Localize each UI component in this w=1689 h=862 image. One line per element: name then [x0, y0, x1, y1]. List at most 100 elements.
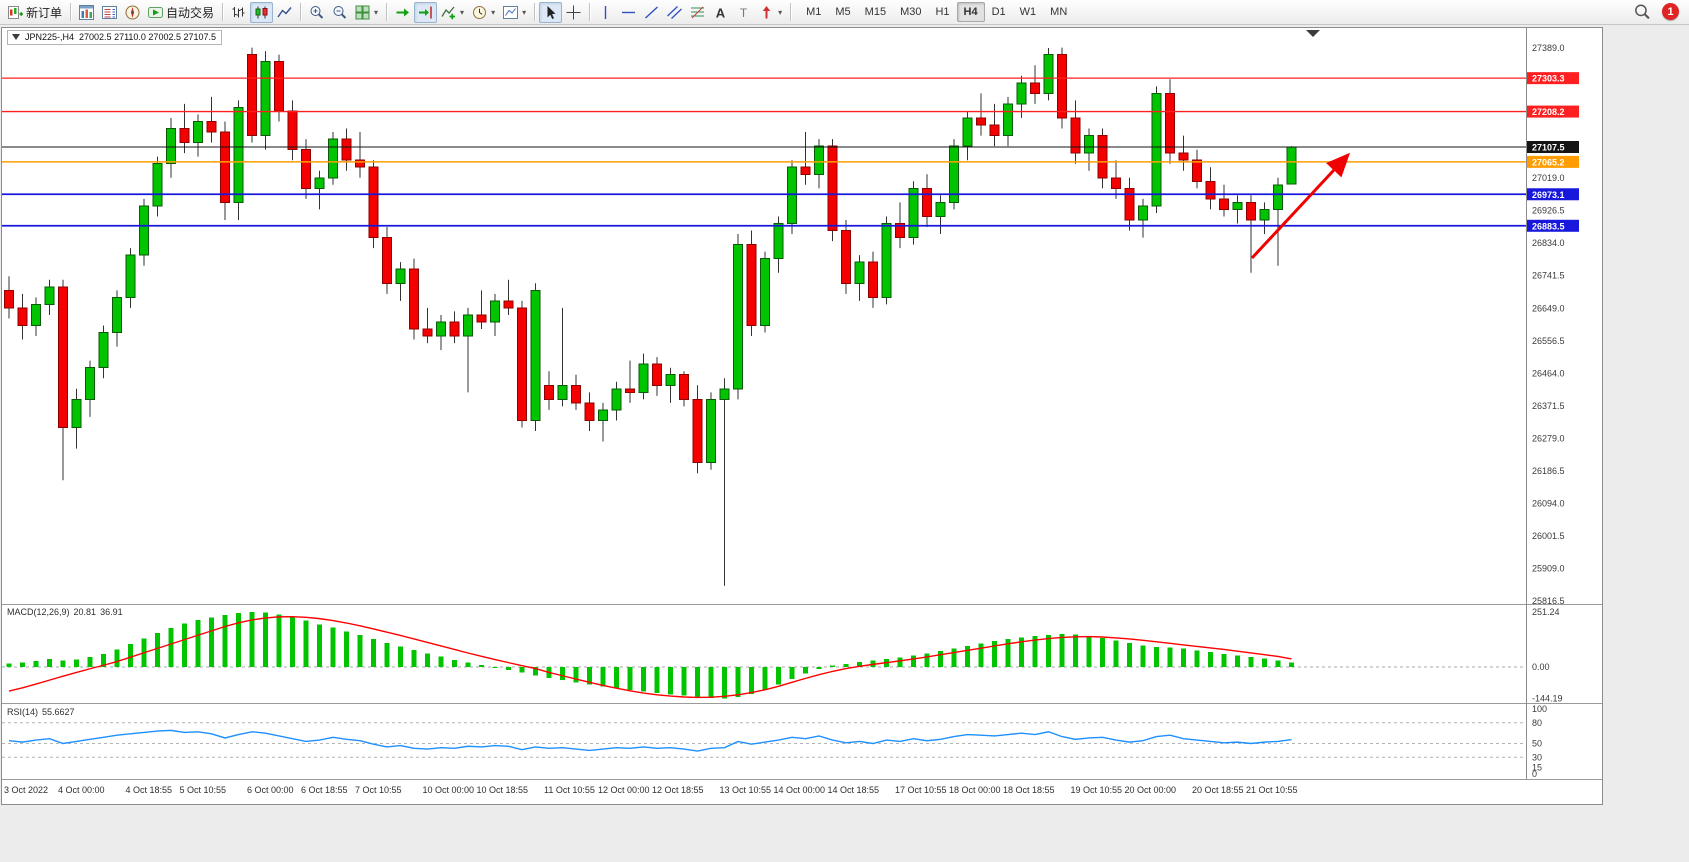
svg-text:17 Oct 10:55: 17 Oct 10:55: [895, 785, 947, 795]
candle-chart-mode-button[interactable]: [250, 1, 274, 23]
svg-text:4 Oct 18:55: 4 Oct 18:55: [126, 785, 173, 795]
fibonacci-button[interactable]: [686, 2, 709, 23]
svg-text:25816.5: 25816.5: [1532, 596, 1565, 606]
svg-text:0: 0: [1532, 769, 1537, 779]
svg-text:26556.5: 26556.5: [1532, 336, 1565, 346]
toolbar-separator: [386, 3, 388, 21]
navigator-button[interactable]: [121, 2, 144, 23]
vertical-line-button[interactable]: [594, 2, 617, 23]
tile-windows-button[interactable]: ▾: [351, 2, 382, 23]
main-toolbar: 新订单 自动交易 ▾ ▾ ▾ ▾ A T ▾ M1 M5 M15 M30 H1 H4 D1 W1 MN 1: [0, 0, 1689, 25]
tile-windows-icon: [355, 5, 370, 20]
svg-text:27303.3: 27303.3: [1532, 74, 1565, 84]
zoom-in-button[interactable]: [305, 2, 328, 23]
auto-scroll-button[interactable]: [391, 2, 414, 23]
zoom-in-icon: [309, 5, 324, 20]
timeframe-m5-button[interactable]: M5: [835, 6, 851, 18]
indicators-button[interactable]: ▾: [437, 2, 468, 23]
svg-text:4 Oct 00:00: 4 Oct 00:00: [58, 785, 105, 795]
templates-icon: [503, 5, 519, 20]
svg-text:26094.0: 26094.0: [1532, 498, 1565, 508]
toolbar-separator: [589, 3, 591, 21]
svg-text:10 Oct 00:00: 10 Oct 00:00: [423, 785, 475, 795]
svg-text:A: A: [716, 5, 726, 20]
timeframe-group: M1 M5 M15 M30 H1 H4 D1 W1 MN: [799, 2, 1074, 22]
timeframe-w1-button[interactable]: W1: [1019, 6, 1037, 18]
indicators-icon: [441, 5, 456, 20]
auto-trading-button[interactable]: 自动交易: [144, 2, 218, 23]
timeframe-m1-button[interactable]: M1: [806, 6, 822, 18]
svg-text:0.00: 0.00: [1532, 662, 1550, 672]
svg-text:6 Oct 18:55: 6 Oct 18:55: [301, 785, 348, 795]
svg-text:26279.0: 26279.0: [1532, 433, 1565, 443]
svg-text:T: T: [740, 6, 748, 20]
notification-badge[interactable]: 1: [1662, 3, 1679, 20]
charts-button[interactable]: [75, 2, 98, 23]
periods-dropdown-icon[interactable]: ▾: [491, 7, 496, 17]
timeframe-m30-button[interactable]: M30: [900, 6, 922, 18]
trend-arrow-annotation[interactable]: [1250, 152, 1351, 260]
auto-scroll-icon: [395, 5, 410, 20]
svg-text:14 Oct 00:00: 14 Oct 00:00: [774, 785, 826, 795]
line-chart-mode-button[interactable]: [273, 2, 296, 23]
macd-histogram: [6, 612, 1294, 699]
macd-main-value: 20.81: [73, 607, 97, 617]
cursor-button[interactable]: [539, 1, 563, 23]
chart-shift-button[interactable]: [414, 1, 438, 23]
templates-button[interactable]: ▾: [499, 2, 530, 23]
bar-chart-mode-button[interactable]: [227, 2, 250, 23]
periods-icon: [472, 5, 487, 20]
rsi-indicator-label: RSI(14) 55.6627: [7, 707, 75, 717]
svg-text:26464.0: 26464.0: [1532, 368, 1565, 378]
templates-dropdown-icon[interactable]: ▾: [522, 7, 527, 17]
horizontal-line-button[interactable]: [617, 2, 640, 23]
timeframe-mn-button[interactable]: MN: [1050, 6, 1068, 18]
svg-text:11 Oct 10:55: 11 Oct 10:55: [544, 785, 595, 795]
periods-button[interactable]: ▾: [468, 2, 499, 23]
toolbar-separator: [300, 3, 302, 21]
navigator-icon: [125, 5, 140, 20]
rsi-line: [8, 729, 1292, 752]
search-icon[interactable]: [1634, 4, 1650, 20]
line-icon: [277, 5, 292, 20]
svg-text:15: 15: [1532, 763, 1542, 773]
fibonacci-icon: [690, 5, 705, 20]
svg-text:-144.19: -144.19: [1532, 694, 1563, 704]
crosshair-button[interactable]: [562, 2, 585, 23]
indicators-dropdown-icon[interactable]: ▾: [460, 7, 465, 17]
timeframe-h4-button[interactable]: H4: [956, 2, 985, 22]
svg-text:3 Oct 2022: 3 Oct 2022: [4, 785, 48, 795]
svg-text:12 Oct 00:00: 12 Oct 00:00: [598, 785, 650, 795]
svg-text:26649.0: 26649.0: [1532, 303, 1565, 313]
price-lines[interactable]: 27303.3 27208.2 27107.5 27065.2 26973.1 26883…: [2, 72, 1579, 232]
one-click-trading-toggle-icon[interactable]: [12, 34, 20, 40]
timeframe-h1-button[interactable]: H1: [935, 6, 950, 18]
arrows-button[interactable]: ▾: [755, 2, 786, 23]
macd-signal-line: [8, 615, 1292, 699]
text-button[interactable]: A: [709, 2, 732, 23]
timeframe-m15-button[interactable]: M15: [864, 6, 887, 18]
timeframe-d1-button[interactable]: D1: [991, 6, 1006, 18]
market-watch-button[interactable]: [98, 2, 121, 23]
zoom-out-icon: [332, 5, 347, 20]
new-order-button[interactable]: 新订单: [4, 2, 66, 23]
svg-text:27389.0: 27389.0: [1532, 43, 1565, 53]
arrows-dropdown-icon[interactable]: ▾: [778, 7, 783, 17]
svg-text:26001.5: 26001.5: [1532, 531, 1565, 541]
auto-trading-label: 自动交易: [166, 5, 215, 20]
chart-shift-marker[interactable]: [1306, 30, 1320, 37]
chart-title: JPN225-,H4 27002.5 27110.0 27002.5 27107…: [7, 30, 222, 45]
chart-shift-icon: [418, 5, 433, 20]
tile-windows-dropdown-icon[interactable]: ▾: [374, 7, 379, 17]
zoom-out-button[interactable]: [328, 2, 351, 23]
svg-text:26973.1: 26973.1: [1532, 190, 1565, 200]
arrows-icon: [759, 5, 774, 20]
equidistant-channel-button[interactable]: [663, 2, 686, 23]
text-label-button[interactable]: T: [732, 2, 755, 23]
svg-text:26883.5: 26883.5: [1532, 221, 1565, 231]
svg-text:27208.2: 27208.2: [1532, 107, 1565, 117]
toolbar-separator: [70, 3, 72, 21]
trendline-button[interactable]: [640, 2, 663, 23]
chart-canvas[interactable]: 27389.0 27019.0 26926.5 26834.0 26741.5 26649…: [2, 28, 1602, 804]
